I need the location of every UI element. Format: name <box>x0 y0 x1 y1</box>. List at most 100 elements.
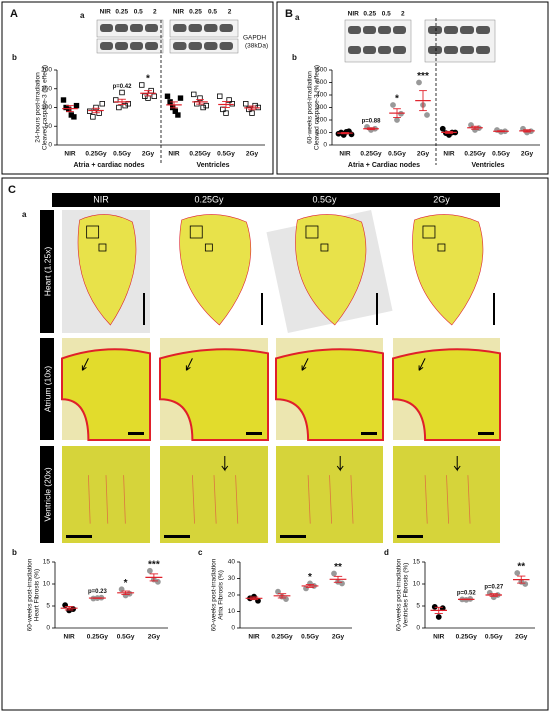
arrow <box>336 456 344 472</box>
x-tick-label: 0.25Gy <box>189 151 211 158</box>
arrow <box>301 358 309 371</box>
data-point <box>223 110 229 116</box>
data-point <box>424 112 430 118</box>
x-tick-label: 0.5Gy <box>117 634 135 641</box>
x-tick-label: NIR <box>168 151 180 158</box>
y-axis-label: 60-weeks post-irradiation <box>307 71 314 144</box>
x-tick-label: 2Gy <box>148 634 161 641</box>
y-axis-label: 60-weeks post-irradiation <box>396 558 403 631</box>
panel-b-frame <box>276 1 549 175</box>
row-header: Heart (1.25x) <box>42 247 52 297</box>
subpanel-label: a <box>22 210 27 219</box>
roi-box <box>320 243 329 252</box>
atrium-tissue <box>61 348 151 441</box>
panel-label: B <box>285 8 293 20</box>
panel-label: A <box>10 8 18 20</box>
fibrosis-streak <box>446 475 450 524</box>
arrow <box>185 358 193 371</box>
scale-bar <box>246 432 262 435</box>
lane-label: 0.5 <box>134 9 143 16</box>
data-point <box>514 570 521 576</box>
annotation: p=0.52 <box>457 591 477 597</box>
scale-bar <box>397 535 423 538</box>
data-point <box>90 114 96 120</box>
lane-label: NIR <box>100 9 112 16</box>
data-point <box>249 110 255 116</box>
y-tick-label: 200 <box>316 117 327 124</box>
blot-band <box>444 26 458 34</box>
arrow <box>453 456 461 472</box>
y-axis-label: Atria Fibrosis (%) <box>218 570 225 620</box>
y-axis-label: 60-weeks post-irradiation <box>211 558 218 631</box>
y-axis-label: 24-hours post-irradiation <box>35 72 42 143</box>
data-point <box>175 112 181 118</box>
annotation: ** <box>334 562 342 573</box>
y-tick-label: 500 <box>316 79 327 86</box>
blot-band <box>173 24 187 32</box>
annotation: p=0.27 <box>484 584 504 590</box>
group-label: Atria + Cardiac nodes <box>348 162 420 169</box>
y-tick-label: 600 <box>316 67 327 74</box>
roi-box <box>86 225 100 239</box>
blot-band <box>115 24 128 32</box>
y-tick-label: 0 <box>46 625 50 632</box>
column-header: NIR <box>93 194 109 204</box>
row-header: Atrium (10x) <box>42 366 52 412</box>
lane-label: 0.25 <box>363 11 376 18</box>
annotation: * <box>124 578 128 589</box>
y-tick-label: 0 <box>231 625 235 632</box>
group-label: Ventricles <box>196 162 229 169</box>
y-tick-label: 100 <box>316 129 327 136</box>
x-tick-label: 0.25Gy <box>360 151 382 158</box>
blot-band <box>460 46 474 54</box>
lane-label: 0.5 <box>382 11 391 18</box>
fibrosis-streak <box>88 475 91 524</box>
panel-a-frame <box>1 1 274 175</box>
data-point <box>71 114 77 120</box>
heart-section <box>77 214 137 326</box>
x-tick-label: 2Gy <box>515 634 528 641</box>
y-tick-label: 0 <box>48 142 52 149</box>
y-tick-label: 15 <box>43 559 51 566</box>
data-point <box>200 104 206 111</box>
row-header-bg <box>40 338 54 440</box>
y-tick-label: 30 <box>228 575 236 582</box>
column-header-bg <box>266 193 383 207</box>
lane-label: 0.5 <box>208 9 217 16</box>
data-point <box>243 101 249 107</box>
ventricle-image <box>393 446 500 543</box>
lane-label: 0.25 <box>115 9 128 16</box>
column-header: 2Gy <box>433 194 450 204</box>
x-tick-label: NIR <box>248 634 260 641</box>
x-tick-label: 2Gy <box>142 151 155 158</box>
y-tick-label: 200 <box>41 67 52 74</box>
y-tick-label: 0 <box>416 625 420 632</box>
annotation: p=0.42 <box>113 84 133 90</box>
roi-box <box>98 243 107 252</box>
x-tick-label: 0.5Gy <box>492 151 510 158</box>
arrow <box>81 358 89 371</box>
fibrosis-streak <box>424 475 428 524</box>
blot-band <box>204 24 218 32</box>
annotation: * <box>395 94 399 105</box>
blot-band <box>145 42 158 50</box>
annotation: p=0.88 <box>362 118 382 124</box>
x-tick-label: 0.5Gy <box>113 151 131 158</box>
x-tick-label: 0.5Gy <box>217 151 235 158</box>
data-point <box>164 93 171 99</box>
y-tick-label: 40 <box>228 559 236 566</box>
y-tick-label: 0 <box>323 142 327 149</box>
blot-band <box>348 46 361 54</box>
data-point <box>154 578 161 585</box>
subpanel-label: b <box>12 548 17 557</box>
data-point <box>229 101 235 107</box>
data-point <box>522 581 529 587</box>
roi-box <box>437 243 446 252</box>
blot-band <box>460 26 474 34</box>
y-tick-label: 300 <box>316 104 327 111</box>
panel-c-frame <box>1 177 549 711</box>
blot-band <box>100 42 113 50</box>
data-point <box>87 108 93 114</box>
x-tick-label: 0.25Gy <box>87 634 109 641</box>
lane-label: 2 <box>153 9 157 16</box>
